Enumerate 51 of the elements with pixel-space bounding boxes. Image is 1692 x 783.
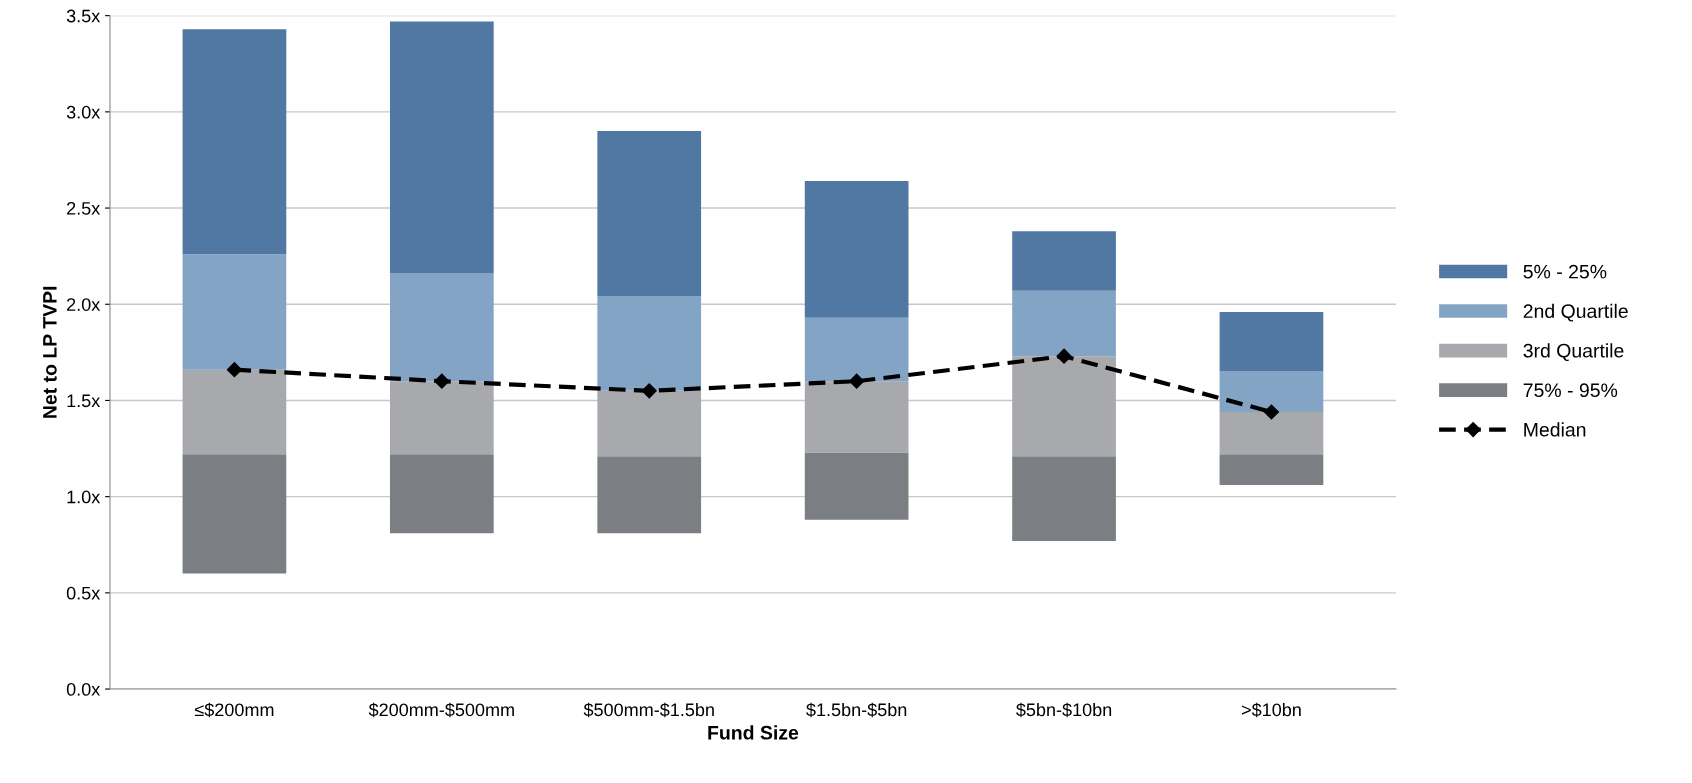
y-tick-label: 0.0x — [66, 682, 101, 696]
x-tick-label: >$10bn — [1241, 702, 1301, 718]
bar — [182, 254, 287, 370]
y-tick-label: 3.0x — [66, 105, 101, 119]
bar — [597, 296, 702, 391]
x-tick-label: $5bn-$10bn — [1016, 702, 1112, 718]
bar — [389, 21, 494, 274]
x-tick-label: $500mm-$1.5bn — [583, 702, 714, 718]
x-tick-label: $200mm-$500mm — [368, 702, 514, 718]
y-tick-label: 0.5x — [66, 586, 101, 600]
bar — [182, 369, 287, 455]
point — [849, 373, 865, 389]
bar — [389, 454, 494, 534]
point — [1056, 348, 1072, 364]
y-tick-label: 2.5x — [67, 201, 101, 215]
point — [226, 362, 242, 378]
bar — [182, 29, 287, 255]
bar — [1219, 411, 1324, 455]
legend-label: 2nd Quartile — [1523, 303, 1628, 322]
point — [434, 373, 450, 389]
point — [641, 383, 657, 399]
x-tick-label: ≤$200mm — [194, 702, 274, 718]
legend-label: 75% - 95% — [1523, 383, 1618, 398]
legend-label: 3rd Quartile — [1523, 343, 1624, 362]
y-tick-label: 1.0x — [67, 490, 101, 504]
bar — [804, 181, 909, 318]
bar — [804, 317, 909, 382]
bar — [1219, 311, 1324, 372]
bar — [597, 456, 702, 534]
legend-label: 5% - 25% — [1523, 264, 1607, 279]
bar — [597, 131, 702, 297]
bar — [597, 390, 702, 457]
y-tick-label: 1.5x — [67, 394, 101, 408]
bar — [804, 381, 909, 453]
bar — [389, 273, 494, 382]
bar — [1012, 356, 1116, 457]
y-tick-label: 3.5x — [66, 9, 101, 23]
bar — [804, 452, 909, 520]
bar — [1012, 456, 1116, 541]
x-axis-title: Fund Size — [708, 725, 799, 740]
bar — [1012, 231, 1116, 291]
x-tick-label: $1.5bn-$5bn — [806, 702, 907, 718]
y-axis-title: Net to LP TVPI — [43, 286, 57, 418]
y-tick-label: 2.0x — [67, 298, 101, 311]
legend-label: Median — [1524, 422, 1586, 437]
bar — [389, 381, 494, 455]
bar — [1012, 290, 1116, 357]
point — [1263, 404, 1280, 420]
bar — [182, 454, 287, 574]
bar — [1219, 371, 1324, 412]
bar — [1219, 454, 1324, 486]
